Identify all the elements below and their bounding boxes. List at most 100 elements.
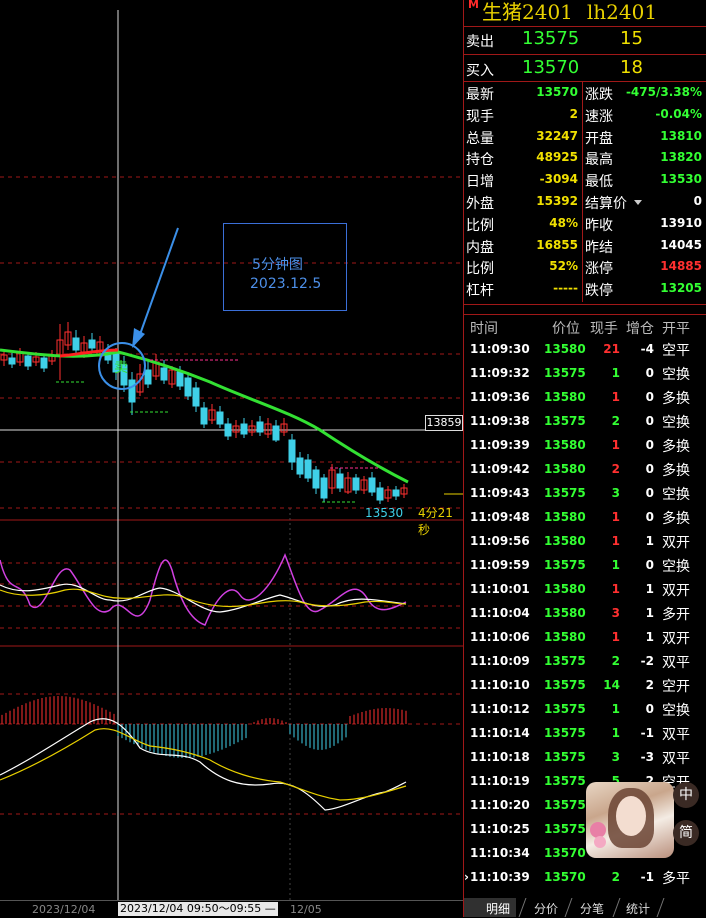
stat-value: 52%: [549, 259, 578, 274]
badge-jian[interactable]: 简: [673, 820, 699, 846]
tick-row[interactable]: 11:09:56 13580 1 1 双开: [464, 529, 706, 553]
annotation-arrow-shaft: [137, 227, 179, 341]
tick-time: 11:10:12: [470, 702, 530, 716]
tick-price: 13575: [544, 486, 586, 500]
candle-body: [24, 355, 32, 367]
stat-label: 跌停: [585, 283, 613, 300]
stat-value: 14045: [660, 237, 702, 252]
tab-detail[interactable]: 明细: [486, 902, 511, 916]
stat-value: -3094: [539, 172, 578, 187]
tick-row[interactable]: 11:10:25 13575: [464, 817, 706, 841]
stats-column-divider: [582, 82, 583, 302]
tick-volume: 21: [603, 342, 620, 356]
candle-body: [120, 364, 128, 386]
tick-row[interactable]: 11:09:38 13575 2 0 空换: [464, 409, 706, 433]
bid-volume: 18: [620, 57, 643, 78]
tick-volume: 1: [611, 630, 620, 644]
tab-tick-by-tick[interactable]: 分笔: [580, 902, 605, 916]
tick-time: 11:10:19: [470, 774, 530, 788]
active-tab-bg: [464, 898, 516, 917]
stat-value: 15392: [536, 194, 578, 208]
tick-type: 双平: [662, 655, 690, 671]
tick-time: 11:09:38: [470, 414, 530, 428]
tick-row[interactable]: 11:09:42 13580 2 0 多换: [464, 457, 706, 481]
panel-tabs: 明细 分价 分笔 统计: [464, 898, 706, 917]
annotation-circle: [98, 342, 146, 390]
tick-time: 11:10:04: [470, 606, 530, 620]
axis-date-right: 12/05: [290, 903, 322, 916]
tick-time: 11:09:39: [470, 438, 530, 452]
divider: [464, 304, 706, 305]
candle-body: [336, 473, 344, 489]
tick-volume: 1: [611, 438, 620, 452]
stat-label: 涨停: [585, 261, 613, 278]
tick-row[interactable]: 11:09:30 13580 21 -4 空平: [464, 337, 706, 361]
tick-row[interactable]: 11:10:04 13580 3 1 多开: [464, 601, 706, 625]
ask-row[interactable]: 卖出 13575 15: [464, 26, 706, 54]
sell-marker: 卖: [114, 360, 128, 376]
candle-body: [200, 407, 208, 425]
tick-row[interactable]: 11:10:18 13575 3 -3 双平: [464, 745, 706, 769]
tab-statistics[interactable]: 统计: [626, 902, 651, 916]
candle-body: [216, 411, 224, 425]
tick-row[interactable]: 11:10:10 13575 14 2 空开: [464, 673, 706, 697]
tick-row[interactable]: 11:10:12 13575 1 0 空换: [464, 697, 706, 721]
avatar-face: [616, 796, 646, 836]
tick-price: 13580: [544, 510, 586, 524]
ticks-header-time: 时间: [470, 321, 498, 337]
tick-row[interactable]: 11:09:36 13580 1 0 多换: [464, 385, 706, 409]
tick-row[interactable]: 11:10:39 13570 2 -1 多平 ›: [464, 865, 706, 889]
tick-volume: 5: [611, 774, 620, 788]
tick-type: 多换: [662, 463, 690, 479]
tick-row[interactable]: 11:10:20 13575: [464, 793, 706, 817]
stat-label: 持仓: [466, 152, 494, 169]
candle-body: [264, 423, 272, 435]
time-axis: 2023/12/04 2023/12/04 09:50～09:55 — 12/0…: [0, 900, 463, 918]
tick-price: 13575: [544, 702, 586, 716]
stat-value: 32247: [536, 128, 578, 143]
tick-volume: 3: [611, 750, 620, 764]
tick-row[interactable]: 11:09:48 13580 1 0 多换: [464, 505, 706, 529]
bid-row[interactable]: 买入 13570 18: [464, 55, 706, 83]
candle-body: [72, 337, 80, 351]
tick-row[interactable]: 11:09:43 13575 3 0 空换: [464, 481, 706, 505]
tick-row[interactable]: 11:09:59 13575 1 0 空换: [464, 553, 706, 577]
stat-label: 最低: [585, 174, 613, 191]
candle-body: [8, 357, 16, 365]
tick-row[interactable]: 11:09:32 13575 1 0 空换: [464, 361, 706, 385]
tab-price-distribution[interactable]: 分价: [534, 902, 559, 916]
tick-oi-change: 0: [645, 702, 654, 716]
stat-left-5: 外盘 15392: [464, 191, 582, 213]
tick-row[interactable]: 11:10:34 13570: [464, 841, 706, 865]
badge-zhong[interactable]: 中: [673, 782, 699, 808]
candle-body: [320, 477, 328, 499]
stat-value: 13820: [660, 150, 702, 165]
user-avatar[interactable]: [586, 782, 674, 858]
tab-separator: [656, 898, 665, 917]
tick-volume: 1: [611, 390, 620, 404]
stat-left-8: 比例 52%: [464, 256, 582, 278]
tick-row[interactable]: 11:10:14 13575 1 -1 双平: [464, 721, 706, 745]
tick-row[interactable]: 11:10:01 13580 1 1 双开: [464, 577, 706, 601]
tick-time: 11:09:36: [470, 390, 530, 404]
stat-value: 48925: [536, 150, 578, 165]
tick-row[interactable]: 11:10:09 13575 2 -2 双平: [464, 649, 706, 673]
tick-price: 13580: [544, 630, 586, 644]
tick-row[interactable]: 11:10:06 13580 1 1 双开: [464, 625, 706, 649]
chevron-down-icon[interactable]: [634, 200, 642, 205]
kline-chart-svg[interactable]: 卖: [0, 0, 463, 900]
oscillator-k-line: [0, 553, 407, 626]
tick-oi-change: 1: [645, 582, 654, 596]
candle-body: [64, 331, 72, 346]
macd-dif-line: [0, 718, 407, 811]
kline-chart-area[interactable]: 卖 5分钟图 2023.12.5 13859 13530 4分21秒 2023/…: [0, 0, 463, 916]
panel-divider: [463, 0, 464, 917]
stat-label: 日增: [466, 174, 494, 191]
tick-type: 多平: [662, 871, 690, 887]
candle-body: [344, 477, 352, 493]
stat-right-1: 速涨 -0.04%: [583, 104, 706, 126]
oscillator-j-line: [0, 588, 407, 608]
candle-body: [160, 367, 168, 381]
tick-row[interactable]: 11:09:39 13580 1 0 多换: [464, 433, 706, 457]
tick-volume: 2: [611, 870, 620, 884]
